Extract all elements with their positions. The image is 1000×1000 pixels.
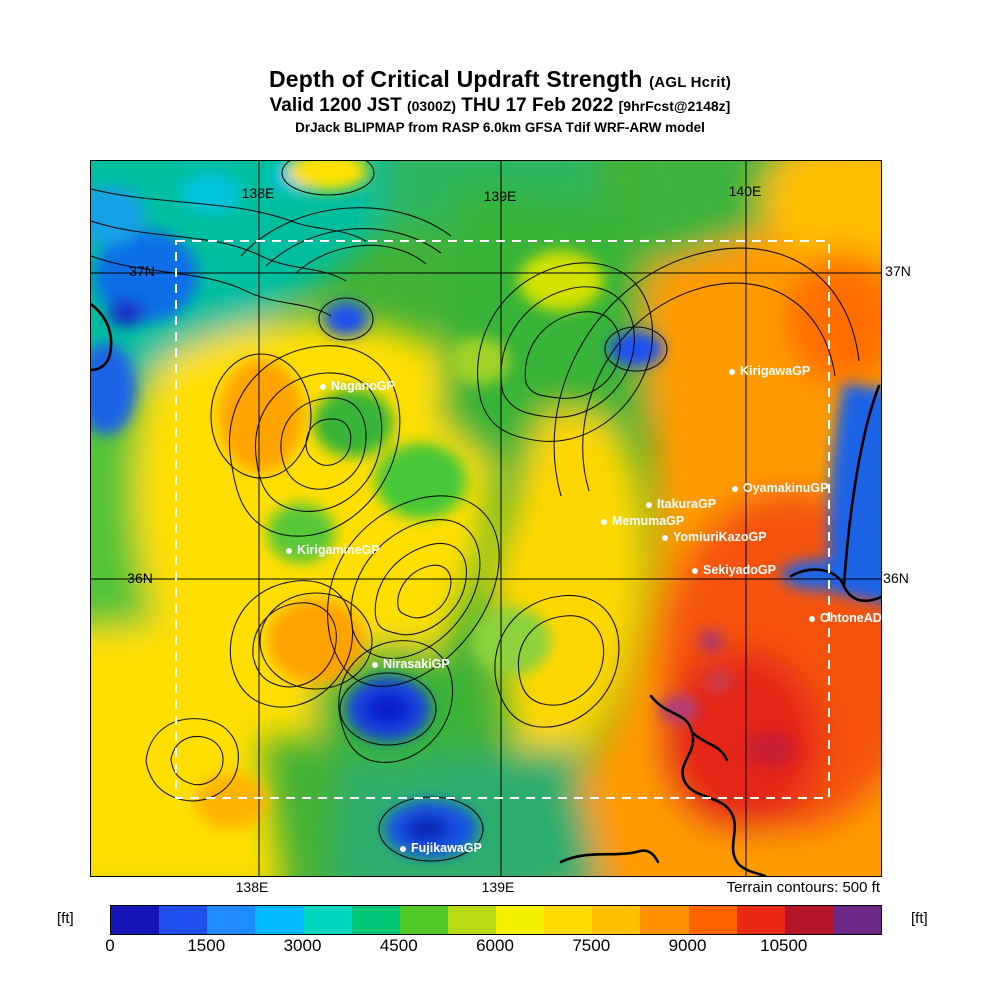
colorbar-segment [592, 906, 641, 934]
map-frame: NaganoGP KirigawaGP OyamakinuGP ItakuraGP Me… [90, 160, 882, 877]
grid-lines [91, 161, 881, 876]
forecast-ref: [9hrFcst@2148z] [618, 98, 731, 114]
colorbar-tick-label: 10500 [760, 936, 808, 955]
colorbar-segment [447, 906, 496, 934]
colorbar-segment [303, 906, 352, 934]
site-label: NirasakiGP [383, 657, 450, 671]
axis-label-lon-top-140e: 140E [728, 183, 762, 199]
site-dot-icon [809, 616, 815, 622]
site-dot-icon [662, 535, 668, 541]
title-suffix: (AGL Hcrit) [649, 74, 732, 91]
colorbar-segment [399, 906, 448, 934]
colorbar-segment [784, 906, 833, 934]
site-label: OhtoneAD [820, 611, 882, 625]
colorbar-segment [496, 906, 545, 934]
site-label: SekiyadoGP [703, 563, 776, 577]
axis-label-lon-bottom-139e: 139E [481, 879, 515, 895]
colorbar-tick-label: 4500 [379, 936, 418, 955]
site-dot-icon [320, 384, 326, 390]
site-dot-icon [601, 519, 607, 525]
terrain-contours [91, 161, 860, 862]
colorbar-tick-label: 7500 [572, 936, 611, 955]
site-dot-icon [286, 548, 292, 554]
site-dot-icon [400, 846, 406, 852]
colorbar-tick-label: 3000 [283, 936, 322, 955]
colorbar-track [110, 905, 882, 935]
axis-label-lat-left-37n: 37N [129, 263, 155, 279]
valid-zulu: (0300Z) [406, 98, 456, 114]
terrain-note: Terrain contours: 500 ft [726, 879, 880, 896]
colorbar-segment [255, 906, 304, 934]
colorbar-segment [544, 906, 593, 934]
colorbar-segment [832, 906, 881, 934]
colorbar-segment [688, 906, 737, 934]
valid-date: THU 17 Feb 2022 [461, 95, 614, 116]
site-dot-icon [732, 486, 738, 492]
colorbar-tick-label: 6000 [476, 936, 514, 955]
axis-label-lon-top-138e: 138E [241, 185, 275, 201]
site-label: KirigamineGP [297, 543, 380, 557]
axis-label-lon-bottom-138e: 138E [235, 879, 269, 895]
colorbar-segment [159, 906, 208, 934]
colorbar-segment [207, 906, 256, 934]
model-line: DrJack BLIPMAP from RASP 6.0km GFSA Tdif… [295, 120, 705, 135]
site-dot-icon [692, 568, 698, 574]
axis-label-lat-right-36n: 36N [883, 570, 909, 586]
site-label: OyamakinuGP [743, 481, 829, 495]
model-domain-dashed-rect [175, 240, 830, 799]
colorbar-segment [640, 906, 689, 934]
color-regions [91, 161, 881, 876]
colorbar-segment [736, 906, 785, 934]
colorbar-tick-label: 0 [105, 936, 115, 955]
header: Depth of Critical Updraft Strength (AGL … [0, 66, 1000, 135]
colorbar-segment [351, 906, 400, 934]
colorbar-unit-right: [ft] [911, 910, 928, 927]
map-canvas [91, 161, 881, 876]
site-dot-icon [729, 369, 735, 375]
colorbar-tick-label: 9000 [668, 936, 707, 955]
title-main: Depth of Critical Updraft Strength [268, 66, 643, 92]
axis-label-lat-right-37n: 37N [885, 263, 911, 279]
map-title: Depth of Critical Updraft Strength (AGL … [0, 66, 1000, 93]
site-label: ItakuraGP [657, 497, 717, 511]
site-label: KirigawaGP [740, 364, 811, 378]
valid-time: Valid 1200 JST [269, 95, 402, 116]
axis-label-lat-left-36n: 36N [127, 570, 153, 586]
site-label: YomiuriKazoGP [673, 530, 767, 544]
site-label: NaganoGP [331, 379, 395, 393]
axis-label-lon-top-139e: 139E [483, 188, 517, 204]
colorbar-tick-label: 1500 [187, 936, 226, 955]
colorbar-segment [111, 906, 160, 934]
site-dot-icon [646, 502, 652, 508]
site-label: FujikawaGP [411, 841, 482, 855]
site-label: MemumaGP [612, 514, 685, 528]
colorbar-ticks: 0 1500 3000 4500 6000 7500 9000 10500 [105, 936, 880, 958]
sites-layer: NaganoGP KirigawaGP OyamakinuGP ItakuraGP Me… [91, 161, 882, 876]
colorbar-unit-left: [ft] [57, 910, 74, 927]
coastlines [91, 302, 881, 876]
site-dot-icon [372, 662, 378, 668]
valid-line: Valid 1200 JST (0300Z) THU 17 Feb 2022 [… [0, 95, 1000, 117]
